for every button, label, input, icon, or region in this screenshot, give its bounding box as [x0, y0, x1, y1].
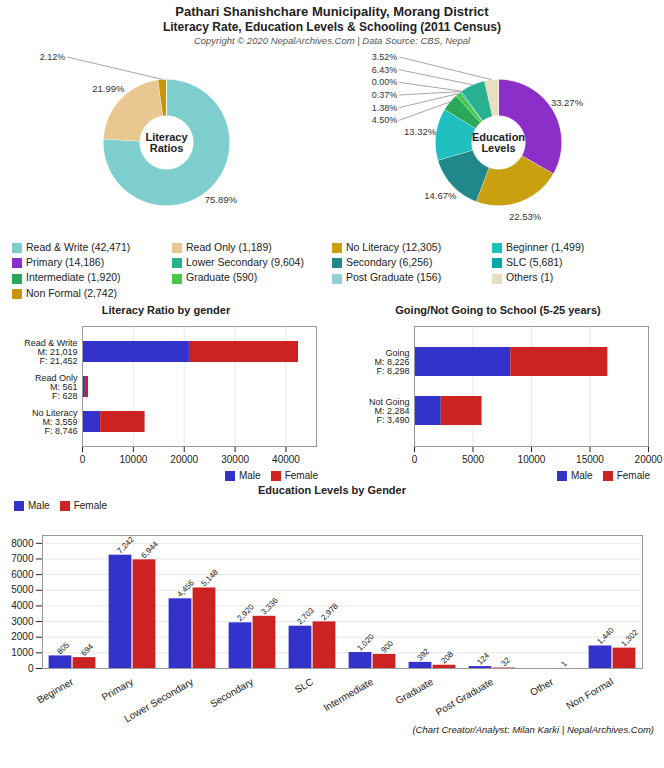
html-text:Literacy Rate, Education Level: Literacy Rate, Education Levels & School…	[162, 20, 501, 34]
svg-text:6.43%: 6.43%	[372, 65, 398, 75]
html-text:(Chart Creator/Analyst: Milan: (Chart Creator/Analyst: Milan Karki | Ne…	[412, 723, 654, 735]
svg-text:GoingM: 8,226F: 8,298: GoingM: 8,226F: 8,298	[374, 347, 409, 376]
svg-text:5,148: 5,148	[199, 567, 220, 588]
svg-text:1.38%: 1.38%	[372, 103, 398, 113]
svg-text:Lower Secondary: Lower Secondary	[122, 676, 195, 723]
svg-text:10000: 10000	[119, 453, 147, 464]
svg-text:1,440: 1,440	[595, 625, 616, 646]
svg-text:5000: 5000	[11, 584, 34, 595]
svg-text:900: 900	[379, 638, 395, 654]
svg-text:2000: 2000	[11, 631, 34, 642]
svg-text:4.50%: 4.50%	[372, 115, 398, 125]
svg-text:Non Formal: Non Formal	[564, 676, 615, 712]
svg-text:SLC: SLC	[293, 676, 315, 695]
svg-text:Primary: Primary	[100, 676, 135, 703]
html-text:Copyright © 2020 NepalArchives: Copyright © 2020 NepalArchives.Com | Dat…	[193, 35, 471, 46]
svg-text:805: 805	[55, 640, 71, 656]
svg-text:0.00%: 0.00%	[372, 77, 398, 87]
svg-text:Graduate: Graduate	[393, 676, 435, 707]
svg-text:30000: 30000	[221, 453, 249, 464]
svg-text:Beginner: Beginner	[35, 675, 76, 705]
svg-text:No LiteracyM: 3,559F: 8,746: No LiteracyM: 3,559F: 8,746	[32, 407, 78, 436]
svg-text:14.67%: 14.67%	[424, 190, 457, 201]
svg-text:2,703: 2,703	[295, 605, 316, 626]
svg-text:20000: 20000	[635, 453, 663, 464]
svg-text:208: 208	[439, 649, 455, 665]
svg-text:Post Graduate: Post Graduate	[434, 676, 496, 718]
svg-text:3,336: 3,336	[259, 595, 280, 616]
html-text:Graduate (590): Graduate (590)	[186, 271, 258, 284]
svg-text:Not GoingM: 2,284F: 3,490: Not GoingM: 2,284F: 3,490	[369, 396, 410, 425]
svg-text:392: 392	[415, 646, 431, 662]
svg-text:40000: 40000	[272, 453, 300, 464]
html-text:Education Levels by Gender: Education Levels by Gender	[258, 483, 406, 496]
svg-text:0: 0	[28, 663, 34, 674]
html-text:Male: Male	[28, 499, 50, 511]
svg-text:694: 694	[79, 642, 95, 658]
svg-text:7000: 7000	[11, 553, 34, 564]
svg-text:3.52%: 3.52%	[372, 52, 398, 62]
svg-text:1000: 1000	[11, 647, 34, 658]
html-text:Literacy Ratio by gender: Literacy Ratio by gender	[101, 303, 231, 316]
svg-text:1: 1	[559, 659, 569, 669]
svg-text:2,920: 2,920	[235, 602, 256, 623]
svg-text:4,456: 4,456	[175, 578, 196, 599]
html-text:No Literacy (12,305): No Literacy (12,305)	[346, 241, 442, 253]
svg-text:5000: 5000	[462, 453, 485, 464]
svg-text:Secondary: Secondary	[208, 676, 255, 709]
svg-text:3000: 3000	[11, 616, 34, 627]
svg-text:8000: 8000	[11, 537, 34, 548]
svg-text:15000: 15000	[576, 453, 604, 464]
html-text:Primary (14,186): Primary (14,186)	[26, 256, 105, 269]
svg-text:21.99%: 21.99%	[92, 83, 125, 94]
html-text:Lower Secondary (9,604): Lower Secondary (9,604)	[186, 256, 304, 269]
svg-text:4000: 4000	[11, 600, 34, 611]
svg-text:22.53%: 22.53%	[509, 211, 542, 222]
svg-text:20000: 20000	[170, 453, 198, 464]
html-text:Male: Male	[571, 469, 593, 481]
html-text:Secondary (6,256): Secondary (6,256)	[346, 256, 433, 269]
svg-text:EducationLevels: EducationLevels	[472, 131, 525, 154]
svg-text:1,302: 1,302	[619, 627, 640, 648]
html-text:Female: Female	[616, 469, 650, 481]
html-text:Female: Female	[284, 469, 318, 481]
svg-text:6,944: 6,944	[139, 539, 160, 560]
svg-text:0.37%: 0.37%	[372, 90, 398, 100]
html-text:Beginner (1,499): Beginner (1,499)	[506, 241, 585, 253]
html-text:Going/Not Going to School (5-2: Going/Not Going to School (5-25 years)	[395, 303, 601, 316]
svg-text:32: 32	[499, 655, 512, 668]
svg-text:33.27%: 33.27%	[551, 97, 584, 108]
html-text:Non Formal (2,742): Non Formal (2,742)	[26, 286, 117, 299]
svg-text:7,242: 7,242	[115, 534, 136, 555]
svg-text:2.12%: 2.12%	[40, 52, 66, 62]
svg-text:124: 124	[475, 650, 491, 666]
html-text:Male: Male	[239, 469, 261, 481]
svg-text:0: 0	[412, 453, 418, 464]
html-text:Female: Female	[73, 499, 107, 511]
html-text:Read & Write (42,471): Read & Write (42,471)	[26, 241, 131, 253]
svg-text:Other: Other	[528, 675, 556, 697]
svg-text:Intermediate: Intermediate	[321, 676, 375, 714]
svg-text:Read & WriteM: 21,019F: 21,452: Read & WriteM: 21,019F: 21,452	[24, 337, 77, 366]
html-text:Intermediate (1,920): Intermediate (1,920)	[26, 271, 121, 284]
svg-text:Read OnlyM: 561F: 628: Read OnlyM: 561F: 628	[35, 372, 78, 401]
svg-text:13.32%: 13.32%	[404, 126, 437, 137]
html-text:Pathari Shanishchare Municipal: Pathari Shanishchare Municipality, Moran…	[175, 4, 489, 19]
svg-text:1,020: 1,020	[355, 632, 376, 653]
html-text:Post Graduate (156): Post Graduate (156)	[346, 271, 442, 284]
html-text:SLC (5,681): SLC (5,681)	[506, 256, 563, 269]
html-text:Read Only (1,189): Read Only (1,189)	[186, 241, 272, 253]
html-text:Others (1): Others (1)	[506, 271, 554, 284]
svg-text:6000: 6000	[11, 569, 34, 580]
svg-text:LiteracyRatios: LiteracyRatios	[145, 131, 188, 154]
svg-text:10000: 10000	[518, 453, 546, 464]
svg-text:0: 0	[80, 453, 86, 464]
svg-text:75.89%: 75.89%	[205, 194, 238, 205]
svg-text:2,978: 2,978	[319, 601, 340, 622]
